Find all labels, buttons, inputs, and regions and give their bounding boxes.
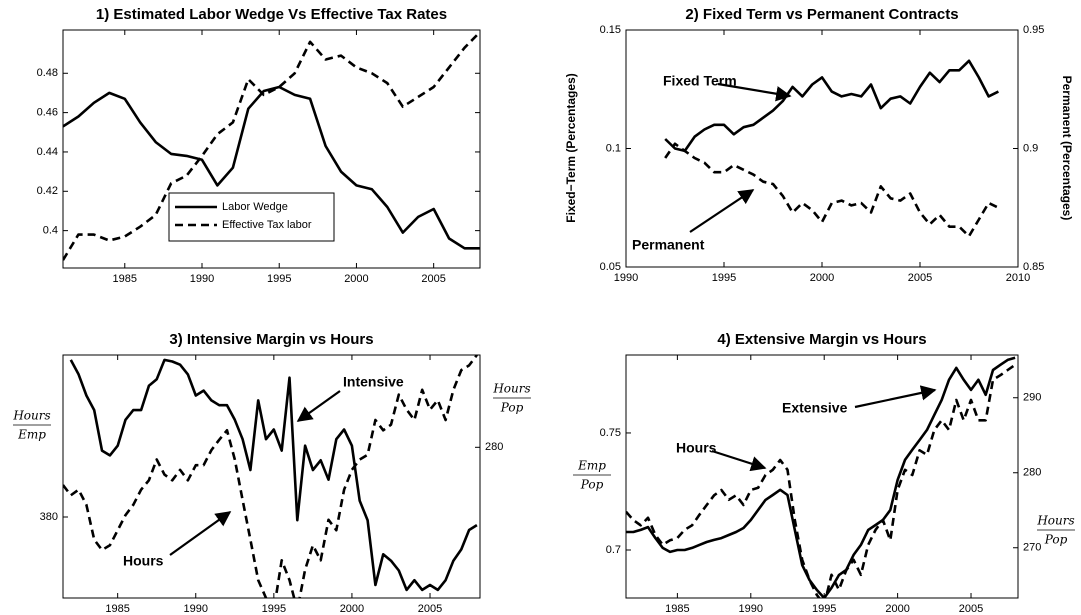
x-tick-label: 2000 (885, 603, 909, 615)
y2-tick-label: 280 (485, 441, 503, 453)
series-line (626, 356, 1016, 598)
series-line (63, 31, 480, 261)
annotation-arrow (296, 390, 341, 422)
y-tick-label: 0.48 (37, 67, 58, 79)
series-line (63, 85, 480, 250)
annotation-arrow (717, 82, 792, 102)
series-line (63, 355, 478, 598)
legend-box (168, 192, 335, 242)
label-denominator: Pop (580, 478, 604, 492)
y-tick-label: 0.4 (43, 225, 58, 237)
x-tick-label: 2005 (418, 603, 442, 615)
plot-area (62, 354, 481, 599)
label-denominator: Pop (1044, 533, 1068, 547)
x-tick-label: 1985 (105, 603, 129, 615)
x-tick-label: 1995 (712, 272, 736, 284)
x-tick-label: 2000 (340, 603, 364, 615)
annotation-arrow (711, 449, 767, 472)
legend-label: Effective Tax labor (222, 219, 312, 231)
chart-title: 4) Extensive Margin vs Hours (717, 331, 926, 348)
x-tick-label: 2010 (1006, 272, 1030, 284)
x-tick-label: 1995 (262, 603, 286, 615)
chart-title: 3) Intensive Margin vs Hours (169, 331, 373, 348)
x-tick-label: 1985 (113, 273, 137, 285)
plot-area (62, 29, 481, 269)
label-numerator: Emp (577, 459, 606, 473)
annotation-arrow (854, 385, 937, 409)
label-numerator: Hours (492, 382, 530, 396)
y2-tick-label: 0.9 (1023, 142, 1038, 154)
x-tick-label: 2000 (344, 273, 368, 285)
x-tick-label: 1985 (665, 603, 689, 615)
annotation: Permanent (632, 237, 705, 253)
chart-title: 1) Estimated Labor Wedge Vs Effective Ta… (96, 6, 447, 23)
y-tick-label: 0.75 (600, 427, 621, 439)
y-tick-label: 0.44 (37, 146, 58, 158)
x-tick-label: 2005 (421, 273, 445, 285)
annotation: Hours (676, 440, 717, 456)
label-denominator: Pop (500, 401, 524, 415)
y2-axis-label: Permanent (Percentages) (1060, 76, 1074, 221)
series-line (626, 363, 1016, 598)
x-tick-label: 2005 (959, 603, 983, 615)
series-line (664, 142, 999, 238)
annotation: Extensive (782, 400, 848, 416)
label-denominator: Emp (17, 428, 46, 442)
y2-tick-label: 0.85 (1023, 261, 1044, 273)
y2-tick-label: 270 (1023, 542, 1041, 554)
x-tick-label: 1990 (184, 603, 208, 615)
legend-label: Labor Wedge (222, 201, 288, 213)
y2-tick-label: 290 (1023, 392, 1041, 404)
series-line (69, 358, 478, 592)
plot-area (625, 354, 1019, 599)
y-tick-label: 0.7 (606, 544, 621, 556)
y-tick-label: 0.05 (600, 261, 621, 273)
y-tick-label: 0.15 (600, 24, 621, 36)
y-tick-label: 380 (40, 511, 58, 523)
y-axis-label: Fixed−Term (Percentages) (564, 73, 578, 223)
x-tick-label: 1990 (739, 603, 763, 615)
x-tick-label: 1990 (614, 272, 638, 284)
y2-tick-label: 0.95 (1023, 24, 1044, 36)
annotation-arrow (169, 511, 232, 556)
x-tick-label: 1990 (190, 273, 214, 285)
x-tick-label: 1995 (812, 603, 836, 615)
y-tick-label: 0.1 (606, 142, 621, 154)
y2-tick-label: 280 (1023, 467, 1041, 479)
label-numerator: Hours (12, 409, 50, 423)
annotation: Intensive (343, 374, 404, 390)
y-tick-label: 0.46 (37, 107, 58, 119)
x-tick-label: 1995 (267, 273, 291, 285)
series-line (664, 59, 999, 153)
chart-title: 2) Fixed Term vs Permanent Contracts (685, 6, 958, 23)
x-tick-label: 2005 (908, 272, 932, 284)
annotation-arrow (689, 189, 755, 233)
label-numerator: Hours (1036, 514, 1074, 528)
y-tick-label: 0.42 (37, 185, 58, 197)
x-tick-label: 2000 (810, 272, 834, 284)
annotation: Hours (123, 553, 164, 569)
